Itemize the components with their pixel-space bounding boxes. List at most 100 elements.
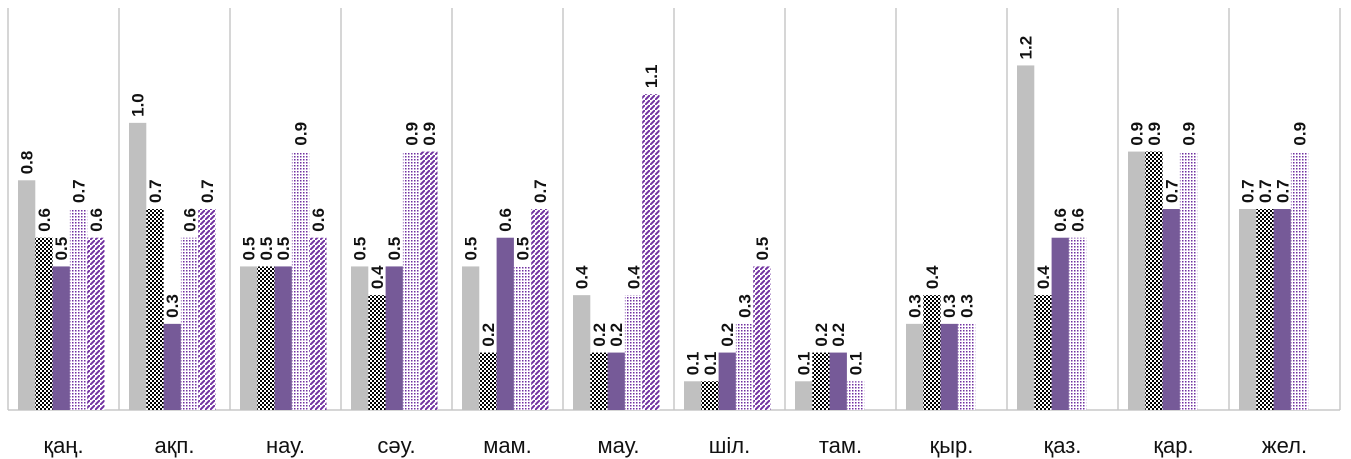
data-label: 0.7: [198, 179, 217, 203]
data-label: 0.9: [1128, 122, 1147, 146]
bar-series-1: [462, 266, 480, 410]
x-tick-label: ақп.: [155, 433, 195, 458]
data-label: 0.9: [420, 122, 439, 146]
data-labels: 0.80.60.50.70.61.00.70.30.60.70.50.50.50…: [18, 36, 1310, 375]
x-tick-label: қаз.: [1044, 433, 1082, 458]
x-tick-label: мам.: [483, 433, 532, 458]
data-label: 0.6: [496, 208, 515, 232]
data-label: 1.1: [642, 65, 661, 89]
bar-series-1: [573, 295, 591, 410]
bar-series-5: [309, 237, 327, 410]
bar-series-4: [735, 323, 754, 410]
x-tick-label: мау.: [597, 433, 639, 458]
x-tick-label: шіл.: [709, 433, 751, 458]
data-label: 0.3: [940, 294, 959, 318]
data-label: 0.6: [1069, 208, 1088, 232]
bar-series-5: [642, 94, 660, 411]
bar-series-3: [829, 352, 847, 410]
data-label: 0.3: [958, 294, 977, 318]
data-label: 0.5: [240, 237, 259, 261]
data-label: 0.5: [753, 237, 772, 261]
bar-series-2: [35, 237, 53, 410]
bar-series-1: [129, 122, 147, 410]
bar-series-5: [198, 209, 216, 410]
bar-series-4: [957, 323, 976, 410]
data-label: 0.7: [1273, 179, 1292, 203]
data-label: 0.2: [479, 323, 498, 347]
data-label: 0.7: [70, 179, 89, 203]
bar-series-4: [1179, 151, 1198, 411]
data-label: 0.4: [923, 265, 942, 289]
bar-series-3: [52, 266, 70, 410]
bar-series-1: [1017, 65, 1035, 410]
bar-series-1: [1128, 151, 1146, 411]
data-label: 0.5: [274, 237, 293, 261]
data-label: 0.5: [514, 237, 533, 261]
bar-series-3: [940, 323, 958, 410]
data-label: 0.2: [812, 323, 831, 347]
bar-series-1: [906, 323, 924, 410]
bar-series-3: [163, 323, 181, 410]
data-label: 0.4: [368, 265, 387, 289]
x-tick-label: қаң.: [43, 433, 83, 458]
data-label: 1.2: [1017, 36, 1036, 60]
bar-series-4: [291, 151, 310, 411]
bar-series-5: [531, 209, 549, 410]
bar-series-3: [274, 266, 292, 410]
bar-series-2: [479, 352, 497, 410]
bar-series-4: [402, 151, 421, 411]
data-label: 0.2: [607, 323, 626, 347]
data-label: 0.1: [847, 352, 866, 376]
bar-series-2: [1145, 151, 1163, 411]
bar-series-3: [1273, 209, 1291, 410]
data-label: 1.0: [129, 93, 148, 117]
bar-series-1: [795, 381, 813, 410]
data-label: 0.9: [292, 122, 311, 146]
data-label: 0.3: [736, 294, 755, 318]
data-label: 0.7: [1256, 179, 1275, 203]
data-label: 0.1: [795, 352, 814, 376]
bar-series-4: [624, 295, 643, 410]
bar-series-1: [351, 266, 369, 410]
data-label: 0.5: [462, 237, 481, 261]
data-label: 0.4: [625, 265, 644, 289]
data-label: 0.4: [573, 265, 592, 289]
bar-series-2: [923, 295, 941, 410]
data-label: 0.8: [18, 151, 37, 175]
data-label: 0.3: [163, 294, 182, 318]
bar-series-5: [753, 266, 771, 410]
bar-series-4: [846, 381, 865, 410]
bar-series-3: [496, 237, 514, 410]
category-separators: [7, 8, 1341, 411]
data-label: 0.5: [52, 237, 71, 261]
data-label: 0.6: [309, 208, 328, 232]
data-label: 0.5: [385, 237, 404, 261]
bar-series-2: [590, 352, 608, 410]
bar-series-4: [69, 209, 88, 410]
data-label: 0.2: [829, 323, 848, 347]
data-label: 0.6: [87, 208, 106, 232]
data-label: 0.7: [146, 179, 165, 203]
x-tick-label: қыр.: [930, 433, 974, 458]
bar-series-1: [684, 381, 702, 410]
data-label: 0.7: [1162, 179, 1181, 203]
bar-series-5: [87, 237, 105, 410]
data-label: 0.5: [257, 237, 276, 261]
bar-series-3: [1162, 209, 1180, 410]
bar-series-5: [420, 151, 438, 411]
bar-series-4: [180, 237, 199, 410]
data-label: 0.5: [351, 237, 370, 261]
bar-series-1: [18, 180, 36, 410]
data-label: 0.4: [1034, 265, 1053, 289]
data-label: 0.7: [1239, 179, 1258, 203]
data-label: 0.2: [590, 323, 609, 347]
bar-series-1: [1239, 209, 1257, 410]
bar-series-4: [1290, 151, 1309, 411]
data-label: 0.9: [1145, 122, 1164, 146]
bar-series-3: [607, 352, 625, 410]
bar-series-4: [513, 266, 532, 410]
data-label: 0.9: [1291, 122, 1310, 146]
bar-series-2: [368, 295, 386, 410]
x-tick-label: жел.: [1262, 433, 1307, 458]
